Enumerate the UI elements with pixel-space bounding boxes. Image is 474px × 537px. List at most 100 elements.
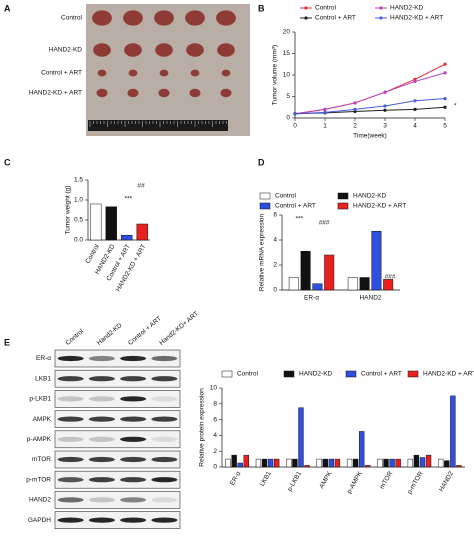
bar — [395, 458, 401, 468]
blot-strip — [54, 430, 181, 449]
point — [353, 107, 357, 111]
bar — [383, 279, 394, 291]
photo-row-label: HAND2-KD — [49, 47, 83, 54]
bar — [383, 458, 389, 468]
annotation: * — [454, 103, 457, 110]
blot-row-label: LKB1 — [35, 375, 51, 382]
bar — [267, 458, 274, 468]
tumor — [155, 43, 173, 57]
tumor — [96, 88, 108, 98]
blot-band — [120, 497, 147, 503]
y-axis-label: Relative mRNA expression — [259, 213, 266, 291]
tumor — [216, 10, 236, 26]
bar — [237, 462, 243, 468]
point — [353, 101, 357, 105]
blot-band — [151, 456, 178, 463]
blot-band — [57, 355, 84, 362]
bar — [255, 458, 262, 468]
x-tick-label: mTOR — [379, 470, 395, 490]
lane-label: Control + ART — [127, 315, 163, 347]
x-tick-label: 4 — [413, 123, 417, 130]
tumor — [220, 88, 232, 98]
bar — [334, 458, 341, 468]
blot-band — [57, 376, 84, 382]
bar — [243, 454, 249, 468]
point — [383, 104, 387, 108]
legend-label: HAND2-KD + ART — [423, 371, 474, 378]
blot-row-label: p-mTOR — [26, 476, 51, 483]
x-tick-label: LKB1 — [259, 470, 273, 488]
photo-row-label: Control — [61, 15, 83, 22]
bar — [359, 277, 370, 291]
blot-row-label: HAND2 — [29, 497, 51, 504]
tumor — [127, 88, 139, 98]
x-tick-label: p-LKB1 — [286, 470, 303, 493]
bar — [292, 458, 298, 468]
tumor — [159, 69, 169, 77]
blot-band — [88, 376, 115, 382]
y-tick-label: 20 — [283, 29, 291, 36]
x-tick-label: 3 — [383, 123, 387, 130]
panel-label: E — [4, 337, 10, 347]
tumor — [158, 88, 170, 98]
tumor — [221, 69, 231, 77]
legend-swatch — [283, 370, 295, 378]
y-axis-label: Relative protein expression — [199, 388, 206, 467]
y-tick-label: 15 — [283, 50, 291, 57]
annotation: *** — [124, 196, 132, 203]
panel-label: B — [258, 3, 265, 13]
blot-band — [57, 456, 84, 463]
legend-label: Control + ART — [275, 203, 316, 210]
x-tick-label: HAND2-KD + ART — [115, 243, 148, 293]
blot-band — [151, 355, 178, 362]
x-axis-label: Time(week) — [353, 133, 387, 140]
panel-label: D — [258, 157, 265, 167]
legend-label: Control + ART — [361, 371, 402, 378]
legend-swatch — [337, 202, 349, 210]
x-tick-label: HAND2 — [359, 295, 381, 302]
blot-row-label: p-AMPK — [27, 436, 52, 443]
blot-band — [57, 436, 84, 442]
blot-strip — [54, 511, 181, 529]
photo — [86, 4, 250, 136]
blot-band — [88, 355, 115, 362]
blot-band — [120, 396, 147, 402]
blot-band — [88, 436, 115, 442]
y-tick-label: 8 — [213, 401, 217, 408]
ruler — [88, 120, 228, 131]
point — [383, 108, 387, 112]
bar — [377, 458, 383, 468]
bar — [324, 254, 335, 291]
blot-band — [88, 456, 115, 463]
y-tick-label: 0 — [273, 287, 277, 294]
x-tick-label: 2 — [353, 123, 357, 130]
legend-label: HAND2-KD — [299, 371, 333, 378]
x-tick-label: p-mTOR — [406, 470, 425, 495]
point — [413, 99, 417, 103]
bar — [347, 277, 358, 291]
point — [323, 107, 327, 111]
point — [383, 90, 387, 94]
bar — [312, 283, 323, 291]
blot-band — [88, 477, 115, 483]
y-tick-label: 6 — [213, 416, 217, 423]
legend-label: Control — [275, 193, 297, 200]
blot-row-label: p-LKB1 — [29, 396, 51, 403]
x-tick-label: 5 — [443, 123, 447, 130]
y-axis-label: Tumor weight (g) — [65, 186, 72, 235]
blot-band — [57, 497, 84, 503]
blot-band — [120, 416, 147, 422]
y-tick-label: 5 — [286, 93, 290, 100]
y-tick-label: 4 — [273, 237, 277, 244]
photo-row-label: HAND2-KD + ART — [29, 90, 82, 97]
x-tick-label: 0 — [293, 123, 297, 130]
blot-band — [120, 477, 147, 483]
tumor — [123, 10, 143, 26]
bar — [300, 251, 311, 291]
y-tick-label: 10 — [283, 72, 291, 79]
blot-strip — [54, 349, 181, 368]
tumor — [124, 43, 142, 57]
lane-label: Control — [65, 328, 86, 347]
blot-band — [57, 396, 84, 402]
legend-swatch — [221, 370, 233, 378]
